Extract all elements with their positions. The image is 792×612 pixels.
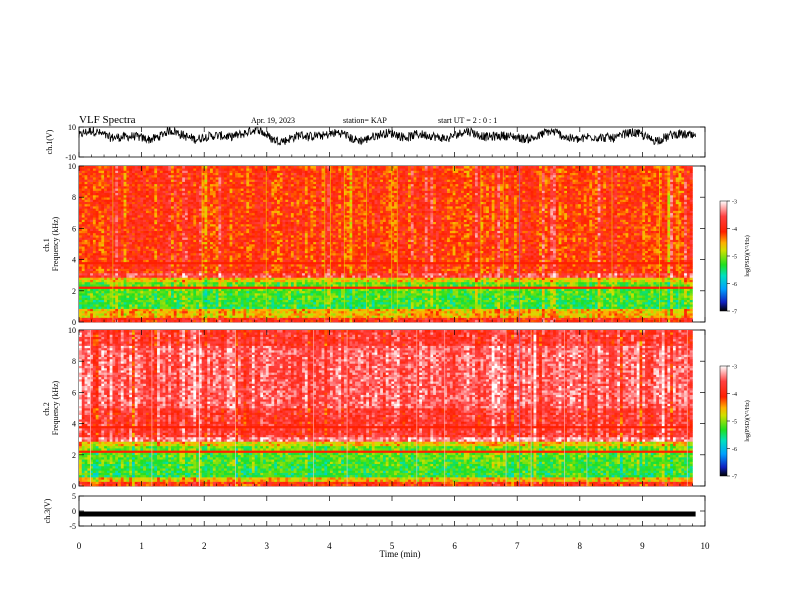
ch3-waveform-ylabel: ch.3(V) — [43, 498, 52, 523]
colorbar-tick-label: -6 — [732, 282, 737, 288]
y-tick-label: 4 — [72, 420, 76, 429]
ch1-spectrogram-ylabel-line2: Frequency (kHz) — [51, 216, 60, 271]
colorbar-tick-label: -4 — [732, 392, 737, 398]
ch2-colorbar: -3 -4 -5 -6 -7 log(PSD)(V²/Hz) — [719, 365, 751, 481]
y-tick-label: 6 — [72, 388, 76, 397]
x-tick-label: 7 — [515, 541, 520, 551]
ch2-spectrogram-ylabel-line2: Frequency (kHz) — [51, 380, 60, 435]
ch1-waveform-line — [78, 126, 696, 146]
x-tick-label: 4 — [327, 541, 332, 551]
ch2-spectrogram-ylabel-line1: ch.2 — [42, 402, 51, 416]
ch1-spectrogram-ylabel-line1: ch.1 — [42, 238, 51, 252]
colorbar-tick-label: -7 — [732, 310, 737, 316]
ch3-y-ticks: 5 0 -5 — [69, 492, 705, 531]
x-tick-label: 1 — [139, 541, 144, 551]
station-label: station= KAP — [343, 116, 387, 125]
colorbar-tick-label: -5 — [732, 255, 737, 261]
x-tick-label: 5 — [390, 541, 395, 551]
ch1-colorbar: -3 -4 -5 -6 -7 log(PSD)(V²/Hz) — [719, 200, 751, 316]
y-tick-label: 10 — [68, 162, 76, 171]
y-tick-label: 2 — [72, 287, 76, 296]
colorbar-label: log(PSD)(V²/Hz) — [744, 400, 751, 441]
x-axis-ticks: 0 1 2 3 4 5 6 7 8 9 10 — [77, 127, 710, 551]
start-time-label: start UT = 2 : 0 : 1 — [438, 116, 497, 125]
ch1-waveform-panel: 10 -10 ch.1(V) — [45, 123, 706, 162]
y-tick-label: 8 — [72, 357, 76, 366]
x-tick-label: 9 — [640, 541, 645, 551]
y-tick-label: 0 — [72, 482, 76, 491]
ch1-spectrogram-image — [79, 166, 693, 323]
y-tick-label: -10 — [65, 153, 76, 162]
colorbar-tick-label: -3 — [732, 365, 737, 371]
x-tick-label: 8 — [578, 541, 583, 551]
y-tick-label: 0 — [72, 507, 76, 516]
y-tick-label: 2 — [72, 451, 76, 460]
x-tick-label: 0 — [77, 541, 82, 551]
x-tick-label: 2 — [202, 541, 207, 551]
ch1-y-ticks: 10 -10 — [65, 123, 705, 162]
colorbar-tick-label: -7 — [732, 475, 737, 481]
ch1-spectrogram-panel: 0 2 4 6 8 10 ch.1 Frequency (kHz) — [42, 162, 706, 327]
ch1-spectrogram-y-ticks: 0 2 4 6 8 10 — [68, 162, 705, 327]
y-tick-label: 8 — [72, 193, 76, 202]
colorbar-gradient — [719, 200, 728, 312]
colorbar-tick-label: -3 — [732, 200, 737, 206]
ch2-spectrogram-panel: 0 2 4 6 8 10 ch.2 Frequency (kHz) — [42, 326, 706, 491]
ch2-spectrogram-ylabel: ch.2 Frequency (kHz) — [42, 380, 60, 435]
y-tick-label: 10 — [68, 326, 76, 335]
y-tick-label: -5 — [69, 522, 76, 531]
x-tick-label: 3 — [265, 541, 270, 551]
y-tick-label: 10 — [68, 123, 76, 132]
y-tick-label: 4 — [72, 256, 76, 265]
colorbar-label: log(PSD)(V²/Hz) — [744, 235, 751, 276]
colorbar-tick-label: -6 — [732, 447, 737, 453]
figure-title: VLF Spectra — [79, 114, 136, 126]
colorbar-tick-label: -5 — [732, 420, 737, 426]
ch2-spectrogram-image — [79, 330, 693, 487]
x-tick-label: 10 — [701, 541, 711, 551]
y-tick-label: 5 — [72, 492, 76, 501]
colorbar-gradient — [719, 365, 728, 477]
y-tick-label: 0 — [72, 318, 76, 327]
y-tick-label: 6 — [72, 224, 76, 233]
ch2-spectrogram-y-ticks: 0 2 4 6 8 10 — [68, 326, 705, 491]
ch3-waveform-panel: 5 0 -5 ch.3(V) — [43, 492, 706, 531]
x-axis-label: Time (min) — [380, 549, 421, 559]
colorbar-tick-label: -4 — [732, 227, 737, 233]
date-label: Apr. 19, 2023 — [251, 116, 295, 125]
ch1-spectrogram-ylabel: ch.1 Frequency (kHz) — [42, 216, 60, 271]
ch1-waveform-ylabel: ch.1(V) — [45, 129, 54, 154]
x-tick-label: 6 — [452, 541, 457, 551]
